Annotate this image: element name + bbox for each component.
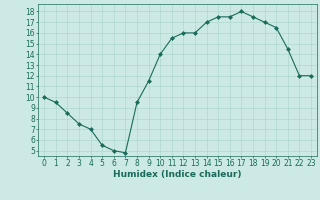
X-axis label: Humidex (Indice chaleur): Humidex (Indice chaleur) xyxy=(113,170,242,179)
